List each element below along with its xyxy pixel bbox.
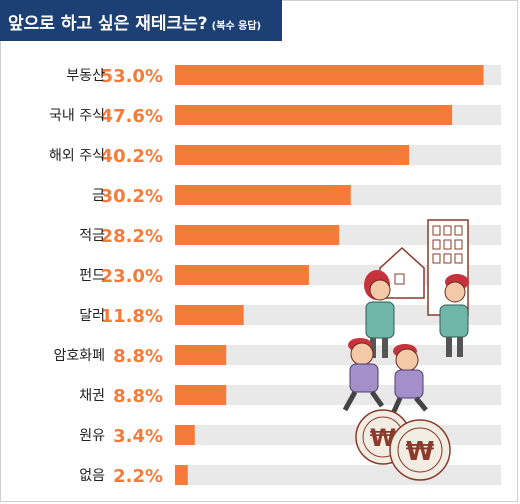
value-label: 8.8% xyxy=(113,386,163,407)
bar-2 xyxy=(175,145,410,165)
bar-6 xyxy=(175,305,244,325)
bar-9 xyxy=(175,425,195,445)
chart-title: 앞으로 하고 싶은 재테크는? (복수 응답) xyxy=(8,9,261,34)
bar-4 xyxy=(175,225,340,245)
value-label: 3.4% xyxy=(113,426,163,447)
value-label: 2.2% xyxy=(113,466,163,487)
category-label: 펀드 xyxy=(79,268,105,284)
bar-track xyxy=(175,305,501,325)
woman-figure xyxy=(364,270,395,358)
bar-7 xyxy=(175,345,227,365)
category-label: 금 xyxy=(92,188,105,204)
value-label: 30.2% xyxy=(101,186,163,207)
bar-5 xyxy=(175,265,309,285)
category-label: 해외 주식 xyxy=(49,148,105,164)
category-label: 원유 xyxy=(79,428,105,444)
category-label: 국내 주식 xyxy=(49,108,105,124)
category-label: 적금 xyxy=(79,228,105,244)
bar-track xyxy=(175,345,501,365)
value-label: 23.0% xyxy=(101,266,163,287)
value-label: 8.8% xyxy=(113,346,163,367)
category-label: 달러 xyxy=(79,308,105,324)
man-standing-figure xyxy=(439,274,469,357)
building-illustration xyxy=(427,219,469,316)
chart-subtitle: (복수 응답) xyxy=(211,21,262,32)
bar-3 xyxy=(175,185,351,205)
category-label: 없음 xyxy=(79,468,105,484)
bar-10 xyxy=(175,465,188,485)
value-label: 40.2% xyxy=(101,146,163,167)
category-label: 채권 xyxy=(79,388,105,404)
value-label: 28.2% xyxy=(101,226,163,247)
bar-1 xyxy=(175,105,453,125)
svg-text:₩: ₩ xyxy=(406,437,435,467)
value-label: 53.0% xyxy=(101,66,163,87)
won-coins-illustration: ₩ ₩ xyxy=(355,409,451,481)
chart-title-main: 앞으로 하고 싶은 재테크는? xyxy=(8,14,208,34)
bar-8 xyxy=(175,385,227,405)
category-label: 부동산 xyxy=(66,68,105,84)
category-label: 암호화폐 xyxy=(53,348,105,364)
value-label: 11.8% xyxy=(101,306,163,327)
title-banner: 앞으로 하고 싶은 재테크는? (복수 응답) xyxy=(0,0,282,41)
bar-0 xyxy=(175,65,484,85)
value-label: 47.6% xyxy=(101,106,163,127)
